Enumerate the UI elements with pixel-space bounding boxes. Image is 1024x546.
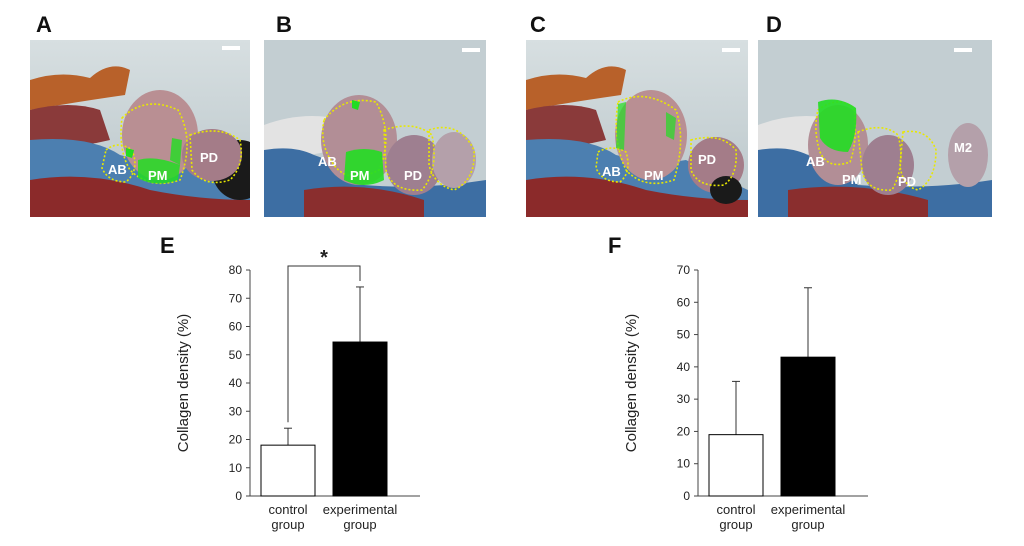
chartf-y-tick-label: 70 bbox=[677, 263, 691, 277]
label-ab-a: AB bbox=[108, 162, 127, 177]
chartf-x-tick-label: control bbox=[716, 502, 755, 517]
label-pd-a: PD bbox=[200, 150, 218, 165]
panel-letter-c: C bbox=[530, 12, 546, 37]
chart-f-svg: Collagen density (%) 0 10 20 30 40 50 60 70 contr… bbox=[623, 263, 868, 532]
charte-y-axis-label: Collagen density (%) bbox=[175, 314, 192, 452]
chartf-x-tick-label: group bbox=[719, 517, 752, 532]
charte-significance-marker: * bbox=[320, 250, 328, 269]
label-pd-d: PD bbox=[898, 174, 916, 189]
label-ab-b: AB bbox=[318, 154, 337, 169]
charte-y-tick-label: 50 bbox=[229, 348, 243, 362]
chart-e-svg: Collagen density (%) 0 10 20 30 40 50 60 70 80 con… bbox=[175, 247, 420, 532]
charte-y-tick-label: 80 bbox=[229, 263, 243, 277]
micrograph-d: AB PM PD M2 bbox=[758, 40, 992, 217]
panel-letter-d: D bbox=[766, 12, 782, 37]
micrograph-a: AB PM PD bbox=[30, 40, 250, 217]
panel-letter-b: B bbox=[276, 12, 292, 37]
charte-y-tick-label: 10 bbox=[229, 461, 243, 475]
label-m2-d: M2 bbox=[954, 140, 972, 155]
chartf-y-axis-label: Collagen density (%) bbox=[623, 314, 640, 452]
label-pd-c: PD bbox=[698, 152, 716, 167]
label-pm-c: PM bbox=[644, 168, 664, 183]
chart-f: Collagen density (%) 0 10 20 30 40 50 60 70 contr… bbox=[618, 250, 918, 540]
chartf-y-tick-label: 50 bbox=[677, 328, 691, 342]
chartf-y-tick-label: 10 bbox=[677, 457, 691, 471]
panel-letter-e: E bbox=[160, 233, 175, 258]
micrograph-c: AB PM PD bbox=[526, 40, 748, 217]
micrograph-b: AB PM PD bbox=[264, 40, 486, 217]
label-pm-d: PM bbox=[842, 172, 862, 187]
charte-x-tick-label: group bbox=[343, 517, 376, 532]
panel-letter-a: A bbox=[36, 12, 52, 37]
charte-x-tick-label: group bbox=[271, 517, 304, 532]
chartf-y-tick-label: 30 bbox=[677, 392, 691, 406]
charte-x-tick-label: experimental bbox=[323, 502, 398, 517]
charte-bar-experimental bbox=[332, 341, 388, 497]
charte-y-tick-label: 30 bbox=[229, 404, 243, 418]
label-pm-b: PM bbox=[350, 168, 370, 183]
chartf-y-tick-label: 40 bbox=[677, 360, 691, 374]
charte-significance-bracket bbox=[287, 265, 361, 423]
charte-x-tick-label: control bbox=[268, 502, 307, 517]
label-ab-d: AB bbox=[806, 154, 825, 169]
chartf-y-tick-label: 20 bbox=[677, 424, 691, 438]
chartf-y-tick-label: 60 bbox=[677, 295, 691, 309]
label-ab-c: AB bbox=[602, 164, 621, 179]
panel-letter-f: F bbox=[608, 233, 622, 258]
chartf-bar-experimental bbox=[780, 356, 836, 497]
charte-y-tick-label: 60 bbox=[229, 320, 243, 334]
label-pm-a: PM bbox=[148, 168, 168, 183]
chartf-x-tick-label: experimental bbox=[771, 502, 846, 517]
charte-y-tick-label: 0 bbox=[235, 489, 242, 503]
chartf-x-tick-label: group bbox=[791, 517, 824, 532]
label-pd-b: PD bbox=[404, 168, 422, 183]
charte-y-tick-label: 40 bbox=[229, 376, 243, 390]
charte-bar-control bbox=[260, 444, 316, 497]
charte-y-tick-label: 70 bbox=[229, 291, 243, 305]
chartf-y-tick-label: 0 bbox=[683, 489, 690, 503]
chartf-bar-control bbox=[708, 434, 764, 497]
chart-e: Collagen density (%) 0 10 20 30 40 50 60 70 80 con… bbox=[170, 247, 470, 540]
charte-y-tick-label: 20 bbox=[229, 433, 243, 447]
